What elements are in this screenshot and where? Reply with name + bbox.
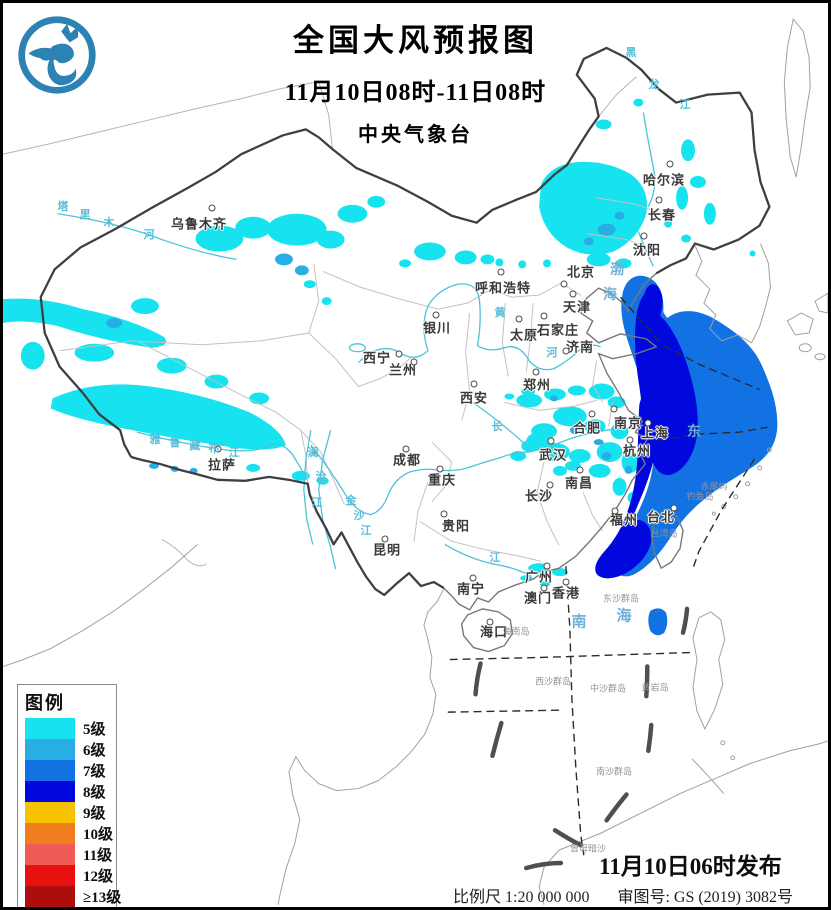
legend-row: 9级	[25, 802, 116, 823]
legend-rows: 5级 6级 7级 8级 9级 10级 11级 12级 ≥13级	[25, 718, 121, 907]
legend-swatch	[25, 739, 75, 760]
cma-logo	[15, 13, 99, 97]
legend-label: 7级	[83, 764, 106, 780]
map-header: 全国大风预报图 11月10日08时-11日08时 中央气象台	[3, 15, 828, 147]
legend-swatch	[25, 781, 75, 802]
legend-label: 9级	[83, 806, 106, 822]
approval-number: 审图号: GS (2019) 3082号	[617, 889, 794, 906]
agency-name: 中央气象台	[358, 124, 473, 146]
forecast-period: 11月10日08时-11日08时	[284, 80, 547, 106]
china-map	[3, 18, 828, 905]
map-scale-info: 比例尺 1:20 000 000 审图号: GS (2019) 3082号	[453, 883, 793, 907]
map-title: 全国大风预报图	[293, 23, 538, 58]
scale-text: 比例尺 1:20 000 000	[453, 889, 590, 906]
legend-row: 6级	[25, 739, 116, 760]
legend-row: 5级	[25, 718, 116, 739]
legend-label: 5级	[83, 722, 106, 738]
legend-label: 10级	[83, 827, 114, 843]
release-time: 11月10日06时发布	[599, 854, 782, 879]
legend-swatch	[25, 865, 75, 886]
maritime-dashed-lines	[447, 296, 768, 856]
legend-row: 10级	[25, 823, 116, 844]
foreign-coastlines	[3, 18, 828, 905]
legend-swatch	[25, 760, 75, 781]
legend-swatch	[25, 844, 75, 865]
legend-swatch	[25, 823, 75, 844]
legend-swatch	[25, 802, 75, 823]
nine-dash-line	[473, 606, 690, 871]
legend-label: 8级	[83, 785, 106, 801]
dragon-icon	[18, 16, 96, 94]
legend: 图例 5级 6级 7级 8级 9级 10级 11级 12级 ≥13级	[17, 684, 121, 907]
china-coastline	[443, 272, 684, 653]
legend-row: 8级	[25, 781, 116, 802]
wind-area-level6	[106, 211, 648, 474]
legend-row: 7级	[25, 760, 116, 781]
legend-row: ≥13级	[25, 886, 121, 907]
province-borders	[59, 197, 663, 562]
legend-label: 6级	[83, 743, 106, 759]
legend-row: 11级	[25, 844, 116, 865]
legend-row: 12级	[25, 865, 116, 886]
rivers	[57, 112, 656, 577]
legend-label: ≥13级	[83, 890, 122, 906]
legend-swatch	[25, 886, 75, 907]
wind-area-level5	[3, 98, 756, 588]
legend-label: 12级	[83, 869, 114, 885]
foreign-borders	[3, 76, 637, 567]
legend-title: 图例	[25, 693, 65, 713]
legend-label: 11级	[83, 848, 113, 864]
legend-swatch	[25, 718, 75, 739]
china-border	[39, 46, 771, 597]
